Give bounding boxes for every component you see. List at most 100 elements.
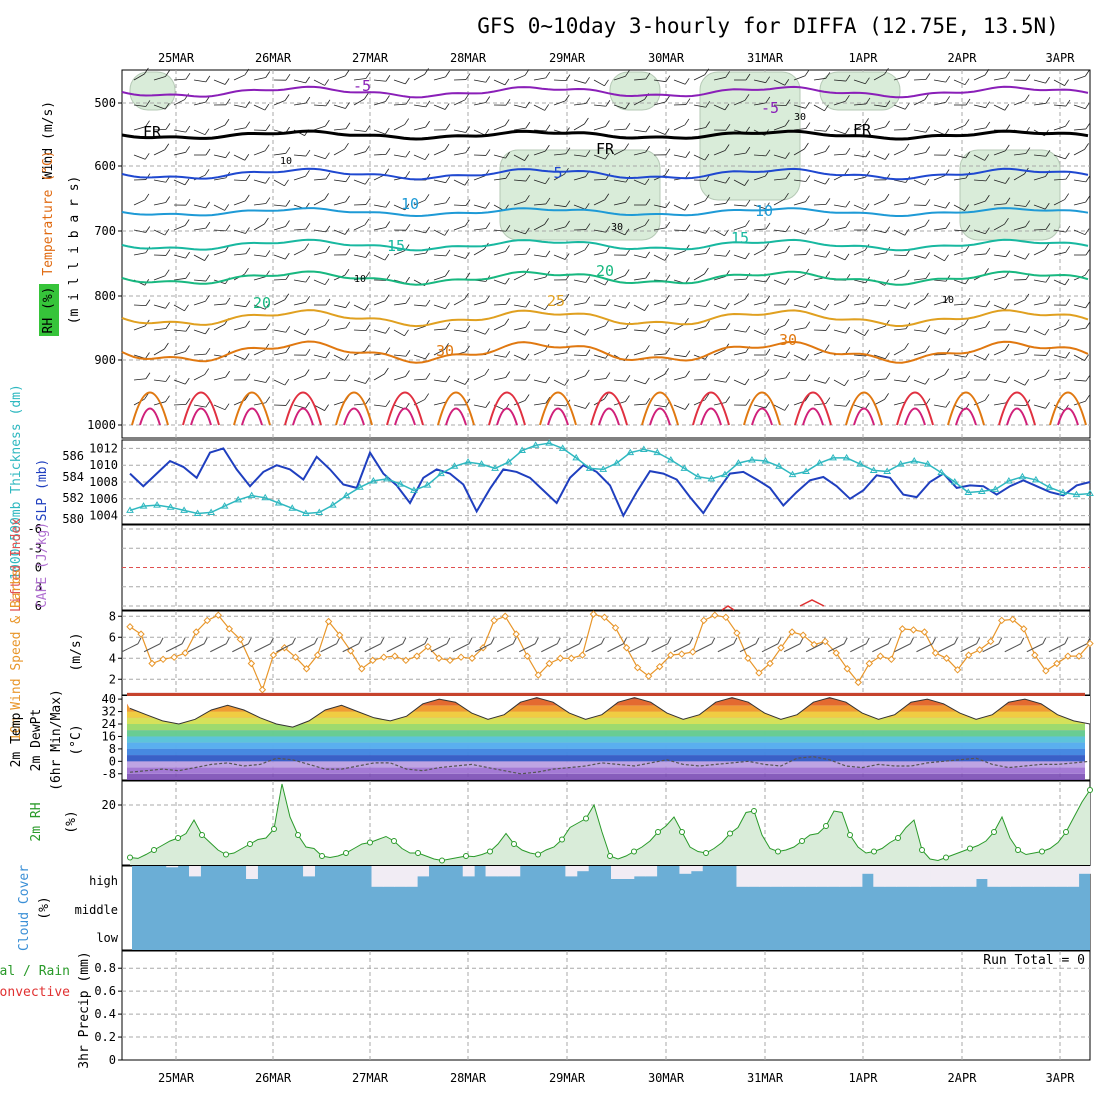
wind-barb — [713, 276, 726, 281]
wind-barb — [173, 179, 186, 186]
wind-barb-flag — [485, 96, 491, 103]
wind-speed-point — [722, 613, 730, 622]
rh-point — [175, 835, 181, 841]
wind-barb-flag — [545, 71, 551, 79]
wind-barb-flag — [725, 197, 731, 204]
wind-barb-flag — [325, 225, 331, 233]
temp-contour-freezing — [121, 129, 1089, 141]
wind-barb-flag — [1065, 152, 1070, 160]
wind-barb — [993, 276, 1006, 281]
wind-speed-point — [545, 659, 554, 668]
wind-barb — [1033, 375, 1046, 381]
wind-barb-flag — [824, 177, 830, 185]
wind-barb-flag — [645, 145, 650, 153]
wind-barb — [833, 329, 846, 334]
wind-barb-flag — [825, 198, 831, 205]
thickness-point — [991, 485, 1000, 492]
cloud-high-gap — [884, 866, 897, 887]
wind-barb-flag — [545, 177, 550, 184]
pressure-tick-label: 1000 — [87, 418, 116, 432]
cloud-high-gap — [793, 866, 806, 887]
wind-barb-flag — [805, 102, 810, 109]
cloud-high-gap — [918, 866, 931, 887]
wind-barb — [553, 153, 566, 156]
wind-barb — [593, 154, 606, 160]
wind-barb — [993, 254, 1006, 258]
wind-barb-flag — [625, 248, 631, 256]
cloud-high-gap — [998, 866, 1011, 887]
wind-barb-flag — [1005, 124, 1011, 131]
wind-barb — [693, 74, 705, 81]
wind-barb — [713, 179, 726, 184]
cloud-high-gap — [747, 866, 760, 887]
wind-barb — [713, 76, 726, 81]
wind-barb — [473, 248, 485, 256]
wind10m-units: (m/s) — [69, 632, 84, 671]
wind-speed-point — [435, 654, 443, 662]
surface-wind-barb — [827, 643, 845, 653]
wind-barb-flag — [625, 196, 631, 203]
wind-barb — [833, 379, 845, 387]
thickness-point — [477, 460, 486, 467]
temp-color-band — [127, 717, 1085, 724]
wind-barb-flag — [865, 150, 871, 158]
wind-barb — [913, 329, 926, 332]
wind-barb — [993, 77, 1006, 81]
wind-barb-flag — [1085, 301, 1090, 309]
cloud-high-gap — [759, 866, 772, 887]
wind-barb-flag — [425, 226, 430, 234]
wind-barb — [1013, 153, 1026, 156]
wind-barb-flag — [924, 378, 930, 385]
wind-barb — [413, 154, 426, 161]
wind-barb-flag — [1045, 97, 1051, 104]
wind-barb-flag — [224, 204, 230, 211]
wind-barb-flag — [225, 151, 231, 158]
wind-barb — [473, 329, 486, 335]
thickness-point — [531, 441, 540, 448]
wind-barb — [1013, 226, 1026, 231]
wind-barb — [153, 379, 166, 382]
temp-contour-neg5 — [121, 85, 1089, 99]
temp-color-band — [127, 742, 1085, 749]
surface-wind-barb — [121, 643, 139, 653]
surface-wind-barb-flag — [490, 637, 495, 644]
wind-speed-point — [755, 669, 763, 677]
stability-tick-label: -3 — [28, 541, 42, 555]
wind-barb — [333, 104, 346, 109]
wind-barb-flag — [325, 119, 330, 127]
wind-barb-flag — [1025, 74, 1031, 81]
wind-speed-point — [931, 649, 940, 657]
thickness-point — [680, 464, 689, 471]
wind-barb-flag — [465, 146, 471, 153]
wind-barb-flag — [345, 374, 351, 382]
surface-wind-barb-flag — [998, 637, 1003, 644]
wind-barb — [213, 404, 226, 411]
wind-barb — [653, 101, 666, 106]
wind-barb — [573, 302, 586, 306]
wind-barb — [833, 404, 846, 407]
wind-barb-flag — [365, 125, 371, 132]
wind-barb — [313, 354, 326, 359]
cloud-high-gap — [782, 866, 794, 887]
wind-barb-flag — [744, 378, 750, 386]
wind-barb-flag — [1045, 296, 1051, 303]
wind-barb — [893, 401, 906, 406]
wind-barb-flag — [445, 375, 451, 383]
thickness-point — [666, 455, 675, 463]
thickness-point — [883, 467, 892, 474]
wind-barb — [793, 201, 806, 206]
cloud-level-label: middle — [75, 903, 118, 917]
cloud-high-gap — [770, 866, 783, 887]
wind-barb-flag — [224, 403, 230, 410]
cloud-high-gap — [382, 866, 395, 887]
thickness-point — [301, 509, 310, 516]
wind-barb — [173, 225, 186, 231]
surface-wind-barb-flag — [689, 637, 694, 644]
cloud-high-gap — [987, 866, 1000, 887]
surface-temp-loop — [539, 391, 577, 426]
wind-barb — [653, 374, 665, 381]
wind-barb — [293, 249, 305, 256]
wind-barb-flag — [885, 120, 890, 128]
date-axes: 25MAR25MAR26MAR26MAR27MAR27MAR28MAR28MAR… — [158, 51, 1075, 1085]
thickness-point — [396, 480, 405, 487]
